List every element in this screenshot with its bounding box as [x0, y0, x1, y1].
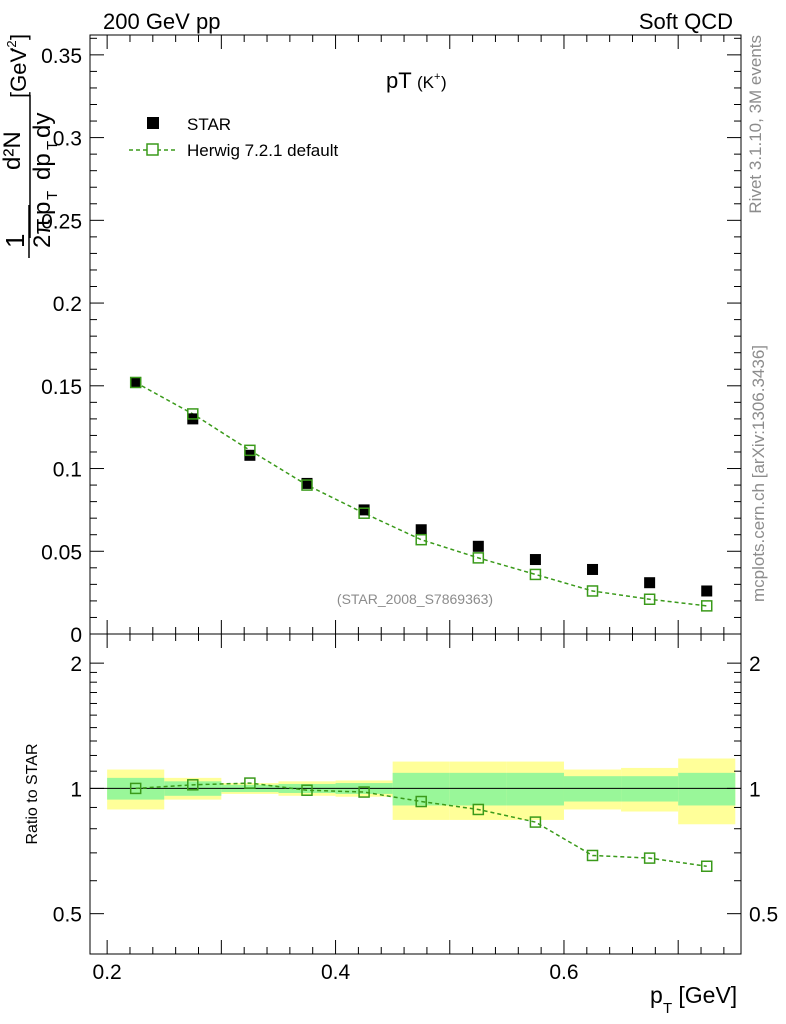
ylabel-dp-sub: T: [44, 141, 61, 150]
herwig-point: [700, 600, 713, 612]
ratio-y-axis-label: Ratio to STAR: [24, 743, 41, 844]
legend-star-label: STAR: [187, 115, 231, 134]
xlabel-sub: T: [663, 1000, 672, 1017]
ratio-ticks: 0.5 0.5 1 1 2 2 0.2 0.4 0.6: [53, 634, 778, 984]
plot-title-main: pT: [386, 68, 412, 93]
ratio-y-tick-label: 0.5: [53, 904, 82, 927]
xlabel-main: p: [650, 982, 663, 1008]
ratio-herwig-point: [586, 849, 599, 862]
ratio-herwig-point: [700, 860, 713, 873]
star-data-point: [358, 504, 370, 516]
herwig-point: [415, 533, 427, 546]
ratio-band-inner: [392, 772, 450, 806]
herwig-point: [187, 408, 199, 420]
rivet-label: Rivet 3.1.10, 3M events: [746, 35, 765, 214]
ratio-herwig-point: [358, 786, 370, 798]
ratio-band-inner: [449, 772, 507, 806]
x-axis-label: p T [GeV]: [650, 982, 737, 1017]
star-data-point: [301, 477, 313, 489]
main-y-tick-label: 0.1: [53, 459, 82, 482]
star-data-point: [529, 554, 541, 566]
plot-title: pT (K + ): [386, 68, 447, 93]
ylabel-unit-exp: -2: [4, 40, 19, 52]
star-data-point: [701, 585, 713, 597]
herwig-point: [643, 593, 656, 606]
main-y-tick-label: 0.05: [41, 541, 82, 564]
main-y-tick-label: 0.3: [53, 128, 82, 151]
mcplots-label: mcplots.cern.ch [arXiv:1306.3436]: [749, 345, 768, 602]
herwig-point: [301, 479, 313, 491]
main-y-tick-label: 0.35: [41, 45, 82, 68]
legend-herwig-marker: [146, 143, 159, 156]
ratio-herwig-point: [415, 795, 427, 808]
legend-star-marker: [147, 117, 159, 129]
herwig-line: [135, 381, 707, 607]
ratio-herwig-point: [301, 784, 313, 796]
herwig-point: [586, 585, 599, 597]
ratio-series: [129, 777, 713, 873]
ylabel-dy: dy: [29, 113, 56, 138]
ylabel-unit: [GeV: [6, 48, 31, 98]
star-data-point: [587, 563, 599, 575]
ratio-band-inner: [506, 772, 564, 806]
main-plot: 0 0.05 0.1 0.15 0.2 0.25 0.3 0.35: [41, 34, 742, 647]
star-data-point: [644, 577, 656, 589]
header-left-label: 200 GeV pp: [103, 9, 220, 34]
ratio-y-tick-label-right: 0.5: [749, 904, 778, 927]
main-series: [129, 376, 713, 612]
main-y-axis-label: 1 2π p T d²N dp T dy [GeV -2 ]: [0, 34, 61, 258]
plot-title-sup: +: [434, 71, 440, 83]
xlabel-unit: [GeV]: [672, 982, 737, 1008]
ratio-y-tick-label-right: 2: [749, 653, 761, 676]
ratio-herwig-point: [129, 782, 142, 795]
plot-title-sub: (K: [417, 73, 435, 92]
herwig-point: [529, 568, 542, 581]
star-data-point: [415, 524, 427, 536]
ylabel-unit-close: ]: [6, 34, 31, 40]
main-ticks: 0 0.05 0.1 0.15 0.2 0.25 0.3 0.35: [41, 35, 741, 647]
main-y-tick-label: 0.2: [53, 293, 82, 316]
ratio-y-tick-label-right: 1: [749, 778, 761, 801]
ylabel-d2n: d²N: [0, 131, 26, 170]
x-tick-label: 0.6: [549, 961, 578, 984]
ratio-bands: [107, 758, 736, 825]
main-y-tick-label: 0: [70, 624, 82, 647]
main-y-tick-label: 0.25: [41, 210, 82, 233]
ratio-herwig-point: [643, 852, 656, 864]
plot-title-close: ): [441, 73, 447, 92]
herwig-point: [358, 507, 370, 519]
ratio-herwig-point: [244, 777, 256, 789]
ratio-herwig-point: [472, 803, 485, 816]
analysis-watermark: (STAR_2008_S7869363): [337, 591, 493, 607]
herwig-point: [244, 444, 256, 457]
legend-herwig-label: Herwig 7.2.1 default: [187, 141, 338, 160]
star-data-point: [130, 376, 142, 388]
header-right-label: Soft QCD: [639, 9, 733, 34]
ratio-plot: 0.5 0.5 1 1 2 2 0.2 0.4 0.6: [53, 633, 778, 984]
ylabel-p: p: [29, 202, 56, 215]
herwig-point: [129, 376, 142, 389]
ylabel-p-sub: T: [44, 191, 61, 200]
ratio-y-tick-label: 1: [70, 778, 82, 801]
ylabel-dp: dp: [29, 153, 56, 180]
ratio-frame: [89, 633, 742, 955]
star-data-point: [472, 540, 484, 552]
legend: STAR Herwig 7.2.1 default: [129, 115, 338, 160]
x-tick-label: 0.4: [321, 961, 351, 984]
ratio-herwig-point: [187, 779, 199, 791]
ylabel-frac-one: 1: [0, 234, 30, 248]
ratio-herwig-point: [529, 816, 542, 828]
ylabel-frac-two-pi: 2π: [29, 218, 56, 248]
main-y-tick-label: 0.15: [41, 376, 82, 399]
x-tick-label: 0.2: [93, 961, 122, 984]
herwig-point: [472, 552, 485, 564]
ratio-y-tick-label: 2: [70, 653, 82, 676]
ratio-band-inner: [678, 772, 736, 806]
